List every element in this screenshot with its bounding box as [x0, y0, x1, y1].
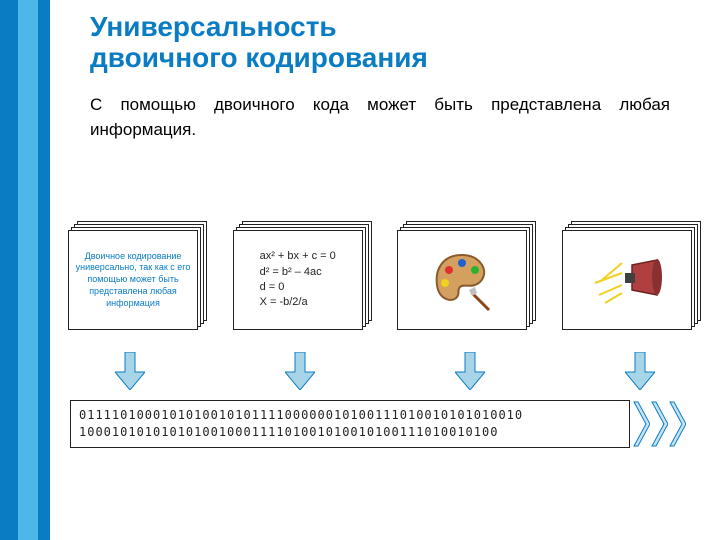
sidebar-inner-bar — [18, 0, 38, 540]
formula-line: X = -b/2/a — [260, 295, 336, 310]
card-front — [562, 230, 692, 330]
binary-content: 0111101000101010010101111000000101001110… — [79, 407, 523, 441]
card-text: Двоичное кодирование универсально, так к… — [68, 230, 208, 340]
card-megaphone — [562, 230, 702, 340]
subtitle-text: С помощью двоичного кода может быть пред… — [90, 92, 670, 143]
chevron-right-icon — [632, 400, 650, 448]
chevron-right-icon — [668, 400, 686, 448]
card-front: Двоичное кодирование универсально, так к… — [68, 230, 198, 330]
card-front — [397, 230, 527, 330]
binary-line1: 0111101000101010010101111000000101001110… — [79, 407, 523, 424]
cards-row: Двоичное кодирование универсально, так к… — [60, 230, 710, 340]
card-front: ax² + bx + c = 0 d² = b² – 4ac d = 0 X =… — [233, 230, 363, 330]
formula-line: d² = b² – 4ac — [260, 265, 336, 280]
down-arrow-icon — [625, 352, 655, 390]
down-arrow-icon — [285, 352, 315, 390]
sidebar-bar — [0, 0, 50, 540]
down-arrows-row — [60, 352, 710, 390]
formula-content: ax² + bx + c = 0 d² = b² – 4ac d = 0 X =… — [260, 249, 336, 311]
title-line1: Универсальность — [90, 11, 337, 42]
title-line2: двоичного кодирования — [90, 42, 428, 73]
content-area: Универсальность двоичного кодирования С … — [60, 0, 710, 143]
card-text-content: Двоичное кодирование универсально, так к… — [74, 251, 192, 309]
formula-line: d = 0 — [260, 280, 336, 295]
palette-icon — [427, 245, 497, 315]
chevron-right-icon — [650, 400, 668, 448]
page-title: Универсальность двоичного кодирования — [90, 12, 710, 74]
binary-output-box: 0111101000101010010101111000000101001110… — [70, 400, 630, 448]
chevrons-group — [632, 400, 686, 448]
binary-line2: 1000101010101010010001111010010100101001… — [79, 424, 523, 441]
formula-line: ax² + bx + c = 0 — [260, 249, 336, 264]
card-formula: ax² + bx + c = 0 d² = b² – 4ac d = 0 X =… — [233, 230, 373, 340]
down-arrow-icon — [115, 352, 145, 390]
card-palette — [397, 230, 537, 340]
megaphone-icon — [587, 245, 667, 315]
down-arrow-icon — [455, 352, 485, 390]
